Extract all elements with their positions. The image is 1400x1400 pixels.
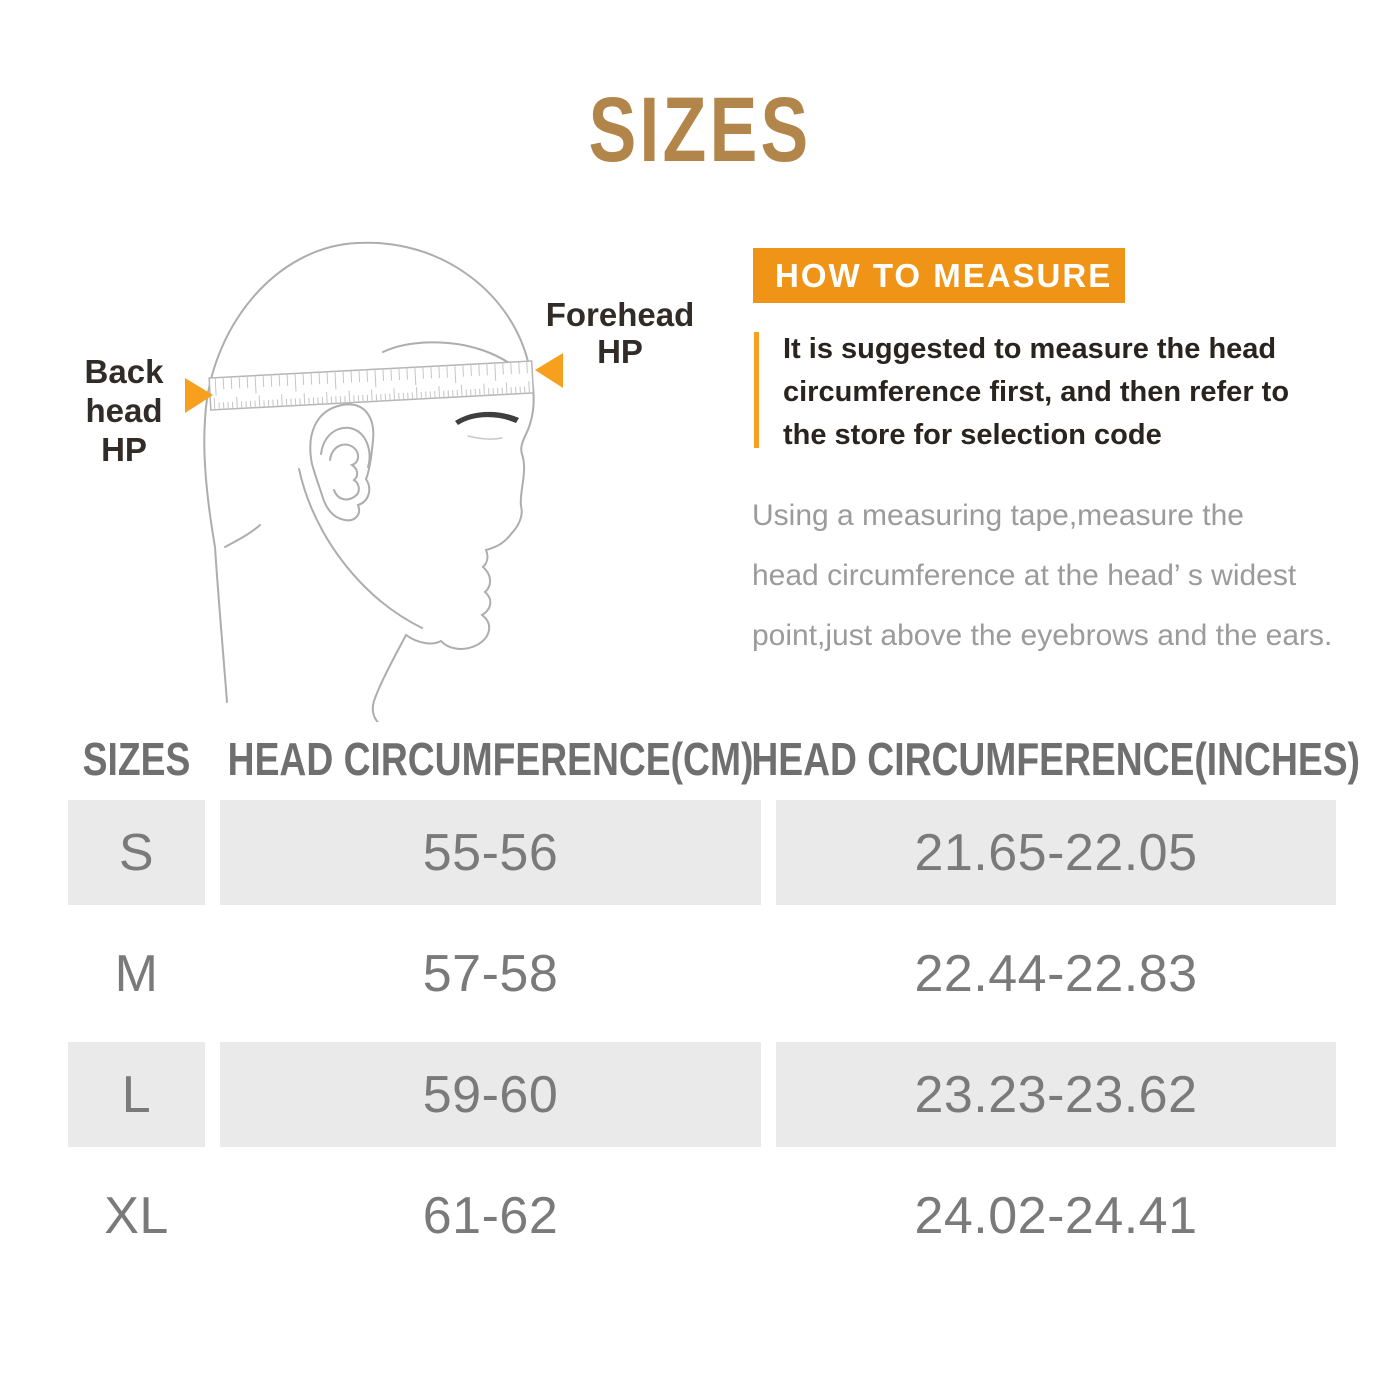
ear-outline [309, 403, 375, 522]
table-header-row: SIZES HEAD CIRCUMFERENCE(CM) HEAD CIRCUM… [68, 728, 1361, 790]
page-title-text: SIZES [588, 79, 812, 181]
page-title: SIZES [0, 84, 1400, 176]
header-circumference-inches: HEAD CIRCUMFERENCE(INCHES) [751, 733, 1361, 785]
cm-cell: 61-62 [422, 1186, 559, 1245]
note-line: head circumference at the head’ s widest [752, 559, 1297, 592]
back-head-label-line: Back [84, 353, 164, 390]
cm-cell: 57-58 [422, 944, 559, 1003]
size-cell: XL [104, 1186, 169, 1245]
table-row: S 55-56 21.65-22.05 [68, 800, 1336, 905]
head-outline [203, 241, 535, 722]
nape-curve [224, 524, 261, 548]
head-measurement-diagram: Back head HP Forehead HP [58, 241, 735, 722]
cm-cell: 55-56 [220, 800, 761, 905]
ear-inner-detail [329, 443, 360, 501]
eye-line [467, 435, 503, 440]
table-row: L 59-60 23.23-23.62 [68, 1042, 1336, 1147]
back-head-label-line: head [85, 392, 163, 429]
cm-cell: 59-60 [220, 1042, 761, 1147]
note-line: point,just above the eyebrows and the ea… [752, 619, 1333, 652]
inches-cell: 21.65-22.05 [776, 800, 1336, 905]
inches-cell: 22.44-22.83 [914, 944, 1198, 1003]
size-cell: M [114, 944, 159, 1003]
forehead-label: Forehead HP [505, 296, 735, 370]
instruction-line: circumference first, and then refer to [783, 376, 1290, 408]
how-to-measure-banner-text: HOW TO MEASURE [775, 257, 1113, 294]
table-row: M 57-58 22.44-22.83 [68, 921, 1336, 1026]
inches-cell: 23.23-23.62 [776, 1042, 1336, 1147]
header-circumference-cm: HEAD CIRCUMFERENCE(CM) [227, 733, 754, 785]
inches-cell: 24.02-24.41 [914, 1186, 1198, 1245]
size-cell: L [68, 1042, 205, 1147]
note-line: Using a measuring tape,measure the [752, 499, 1244, 532]
back-head-arrow-icon [185, 378, 213, 413]
measure-instruction: It is suggested to measure the head circ… [754, 328, 1374, 457]
how-to-measure-banner: HOW TO MEASURE [753, 248, 1125, 303]
measuring-tape [208, 360, 535, 411]
size-cell: S [68, 800, 205, 905]
back-head-label-line: HP [101, 431, 147, 468]
ear-inner-helix [320, 426, 371, 468]
instruction-line: the store for selection code [783, 419, 1162, 451]
back-head-label: Back head HP [58, 352, 190, 469]
eyebrow [455, 411, 519, 425]
forehead-arrow-icon [535, 353, 563, 388]
header-sizes: SIZES [82, 733, 191, 785]
accent-bar [754, 332, 759, 448]
head-profile-illustration [185, 241, 563, 722]
forehead-label-line: HP [597, 333, 643, 370]
jaw-line [298, 468, 423, 629]
table-row: XL 61-62 24.02-24.41 [68, 1163, 1336, 1268]
instruction-line: It is suggested to measure the head [783, 333, 1277, 365]
forehead-label-line: Forehead [545, 296, 695, 333]
measure-note: Using a measuring tape,measure the head … [752, 486, 1392, 666]
